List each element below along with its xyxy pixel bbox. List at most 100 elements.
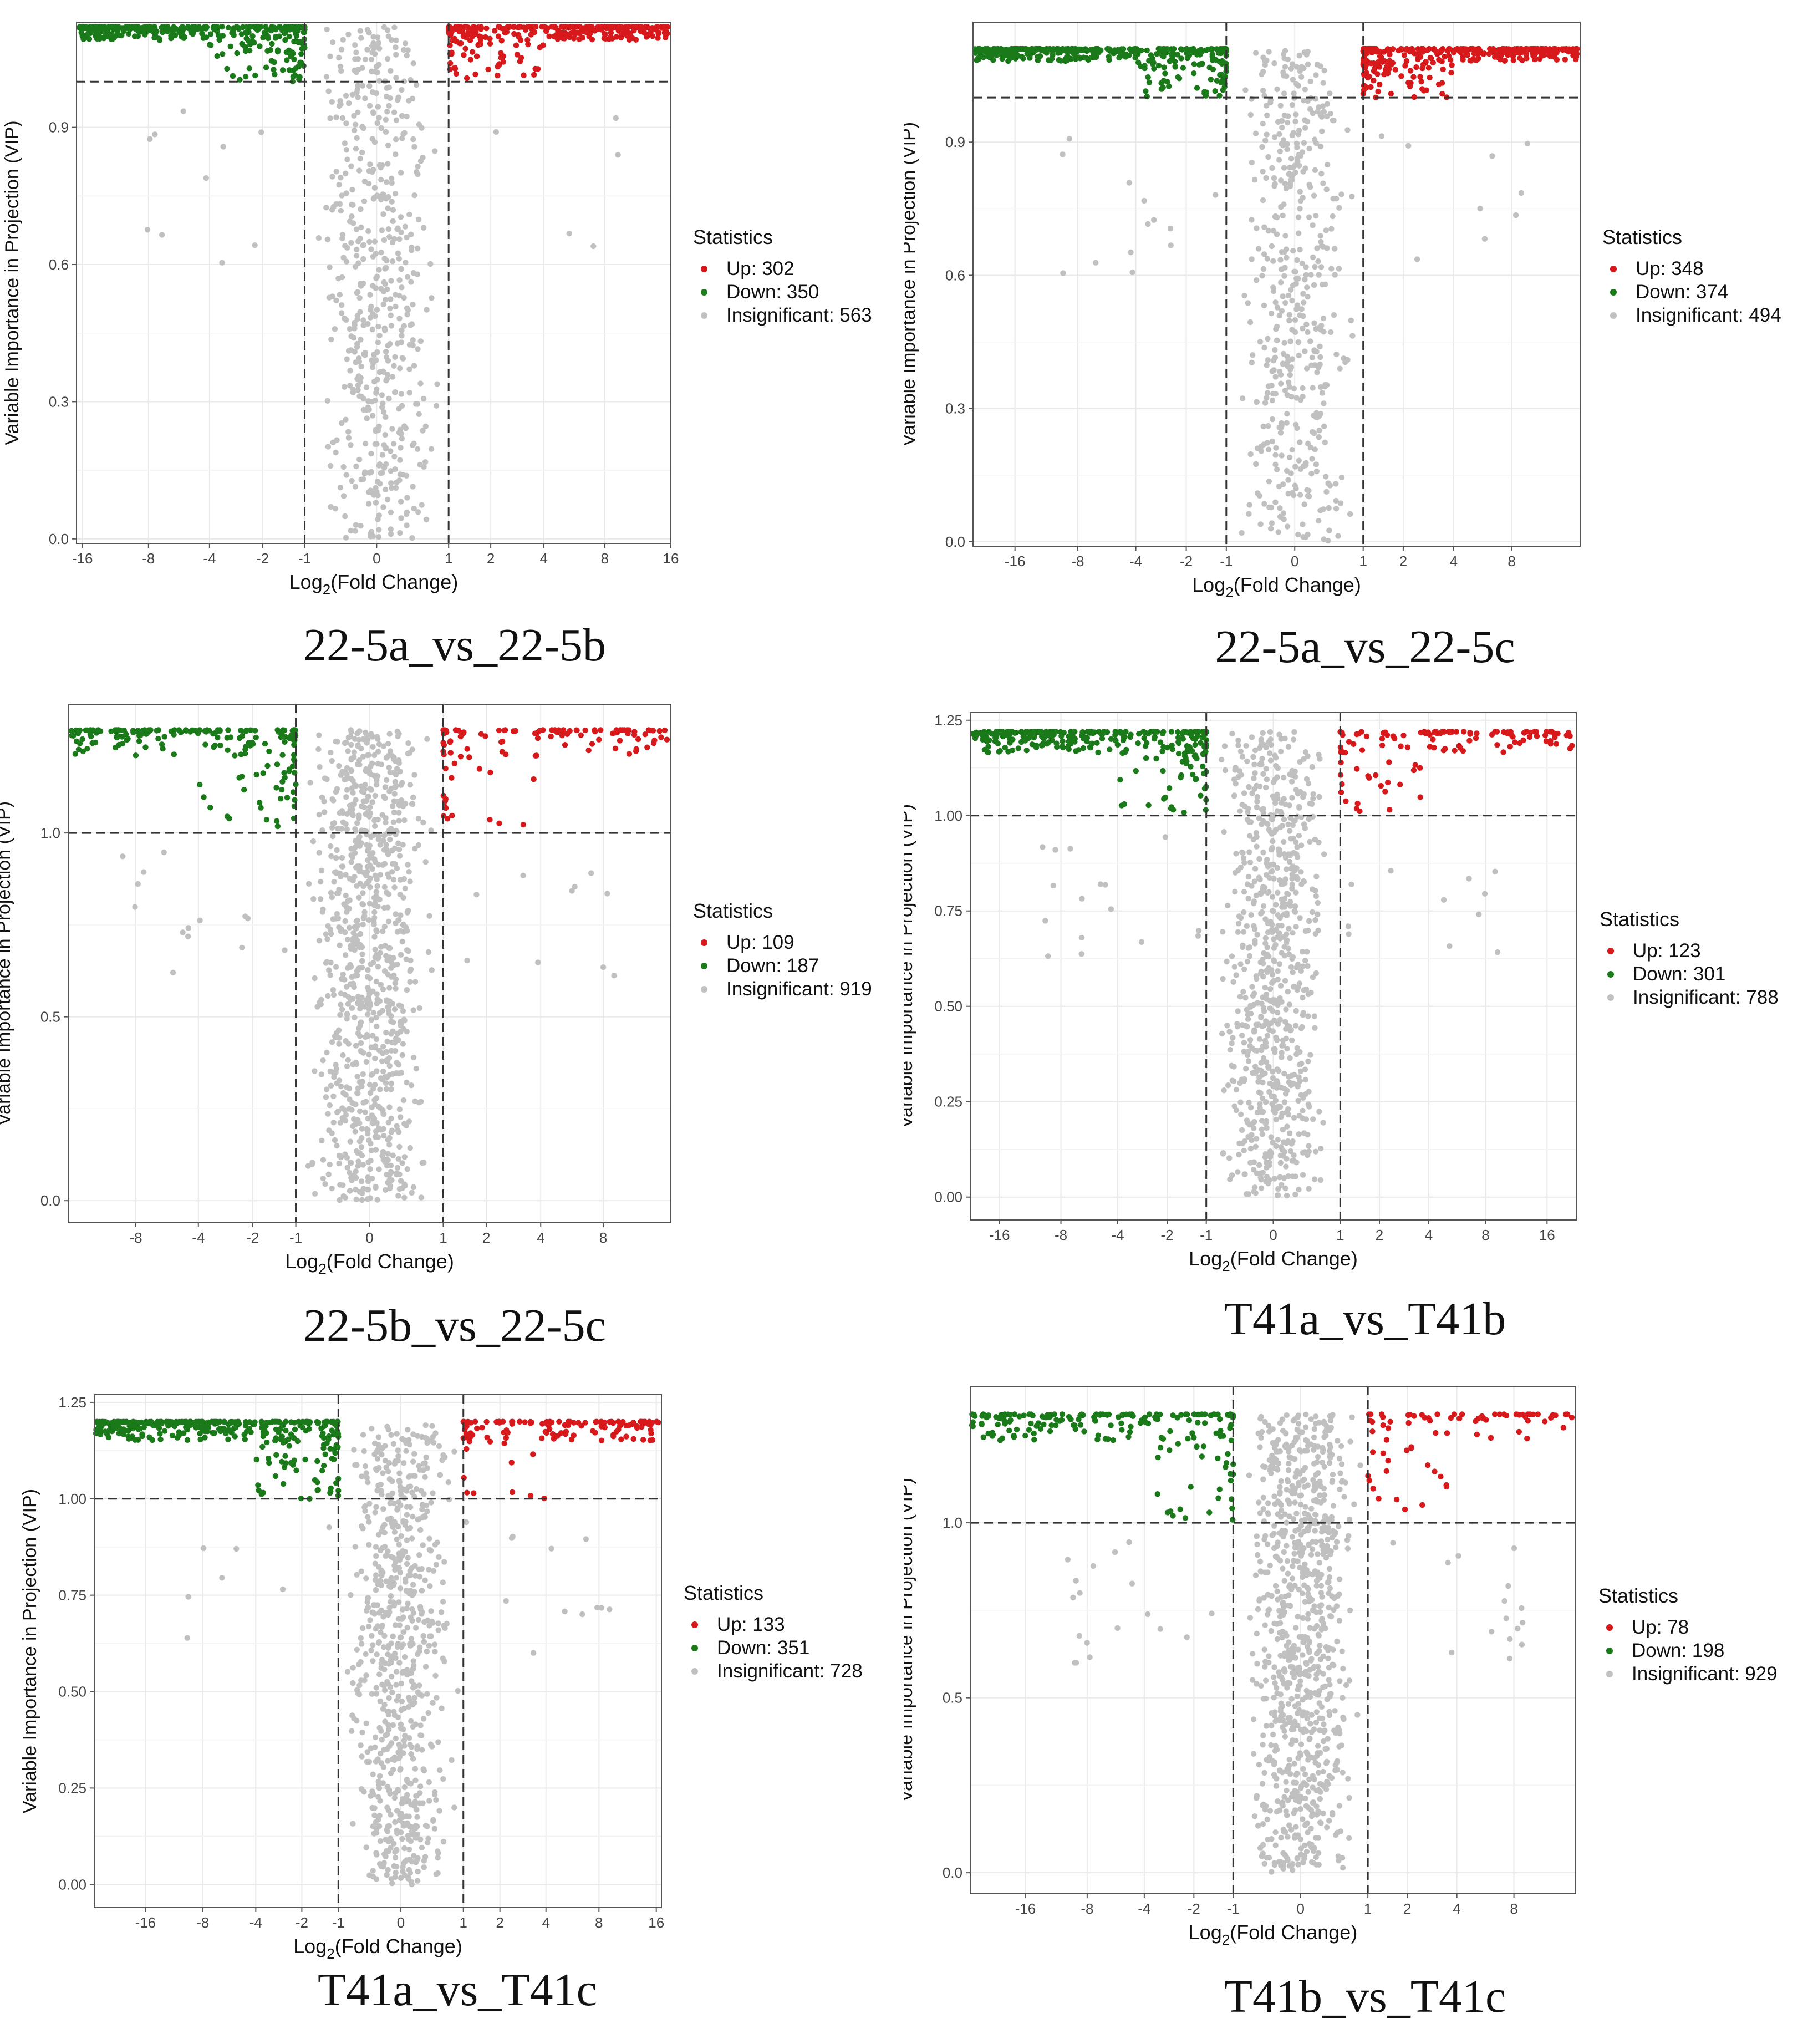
point-up	[595, 24, 602, 31]
point-down	[1018, 46, 1025, 52]
point-up	[442, 765, 449, 772]
point-down	[125, 30, 132, 37]
point-insignificant	[365, 1127, 371, 1133]
point-insignificant	[1319, 128, 1325, 134]
point-down	[84, 727, 90, 733]
point-insignificant	[378, 177, 384, 183]
point-insignificant	[391, 109, 398, 115]
point-insignificant	[357, 28, 364, 34]
point-insignificant	[382, 784, 388, 790]
point-insignificant	[1309, 354, 1316, 360]
point-insignificant	[197, 917, 203, 923]
point-insignificant	[385, 851, 391, 857]
point-insignificant	[1267, 729, 1274, 735]
point-insignificant	[1291, 850, 1297, 856]
point-insignificant	[1168, 242, 1174, 248]
point-insignificant	[1270, 908, 1276, 914]
point-up	[1438, 47, 1444, 54]
point-insignificant	[1294, 854, 1301, 860]
point-insignificant	[332, 326, 338, 332]
point-up	[1425, 65, 1432, 71]
point-down	[264, 762, 271, 769]
point-insignificant	[1272, 452, 1279, 458]
point-down	[1066, 738, 1072, 745]
point-insignificant	[336, 54, 342, 61]
point-insignificant	[1320, 180, 1326, 186]
point-insignificant	[1312, 263, 1318, 270]
point-down	[1191, 70, 1197, 77]
point-insignificant	[356, 728, 363, 734]
point-down	[70, 733, 77, 739]
point-down	[263, 64, 269, 70]
point-insignificant	[1296, 805, 1302, 811]
point-insignificant	[336, 1041, 342, 1047]
point-insignificant	[1309, 456, 1315, 462]
point-down	[1212, 88, 1218, 94]
point-insignificant	[1306, 145, 1312, 152]
point-insignificant	[332, 506, 339, 512]
point-up	[1389, 46, 1396, 52]
point-insignificant	[1284, 420, 1290, 426]
point-insignificant	[358, 1144, 365, 1150]
point-insignificant	[370, 1120, 376, 1127]
point-insignificant	[1270, 1075, 1276, 1081]
point-insignificant	[1129, 269, 1135, 276]
point-down	[1190, 735, 1196, 741]
point-insignificant	[1226, 1155, 1233, 1161]
point-insignificant	[359, 803, 365, 809]
point-insignificant	[239, 944, 245, 950]
point-insignificant	[1269, 894, 1276, 900]
point-insignificant	[1302, 825, 1308, 831]
point-insignificant	[349, 91, 355, 98]
point-insignificant	[394, 1060, 400, 1066]
point-insignificant	[1282, 978, 1288, 984]
point-insignificant	[371, 352, 377, 358]
point-up	[582, 28, 588, 35]
point-down	[1160, 84, 1166, 90]
point-insignificant	[152, 131, 158, 138]
point-insignificant	[1302, 534, 1309, 540]
point-down	[1143, 88, 1149, 94]
point-insignificant	[1306, 1104, 1312, 1110]
point-up	[1507, 52, 1513, 58]
x-tick-label: -1	[298, 550, 311, 567]
point-insignificant	[1300, 1010, 1306, 1016]
point-up	[1379, 59, 1386, 65]
point-insignificant	[336, 1035, 342, 1041]
legend-key-insignificant	[1610, 312, 1617, 319]
point-down	[68, 728, 75, 734]
point-insignificant	[1341, 355, 1347, 362]
point-insignificant	[393, 44, 399, 50]
point-insignificant	[1257, 339, 1264, 345]
point-down	[1188, 764, 1194, 770]
point-insignificant	[1254, 804, 1260, 810]
point-insignificant	[307, 780, 313, 786]
point-insignificant	[1268, 741, 1274, 748]
plot-area	[76, 22, 671, 544]
point-insignificant	[1277, 995, 1283, 1001]
point-insignificant	[1316, 272, 1322, 278]
point-insignificant	[1332, 481, 1339, 487]
point-insignificant	[348, 333, 354, 339]
point-down	[214, 53, 220, 59]
point-insignificant	[380, 743, 386, 749]
point-insignificant	[1288, 964, 1295, 970]
point-up	[528, 24, 534, 30]
point-down	[1027, 55, 1033, 61]
point-insignificant	[386, 1010, 392, 1016]
point-insignificant	[357, 309, 363, 315]
point-insignificant	[1290, 130, 1296, 136]
point-insignificant	[1093, 260, 1099, 266]
point-down	[96, 30, 103, 36]
point-up	[452, 24, 459, 31]
point-insignificant	[335, 276, 342, 282]
point-down	[1073, 748, 1079, 754]
point-insignificant	[1288, 779, 1295, 785]
point-insignificant	[1266, 1089, 1272, 1095]
point-up	[507, 24, 513, 30]
point-insignificant	[324, 236, 331, 242]
point-insignificant	[1291, 1152, 1297, 1158]
point-insignificant	[1311, 282, 1317, 288]
point-insignificant	[354, 344, 360, 350]
point-insignificant	[363, 1059, 369, 1065]
